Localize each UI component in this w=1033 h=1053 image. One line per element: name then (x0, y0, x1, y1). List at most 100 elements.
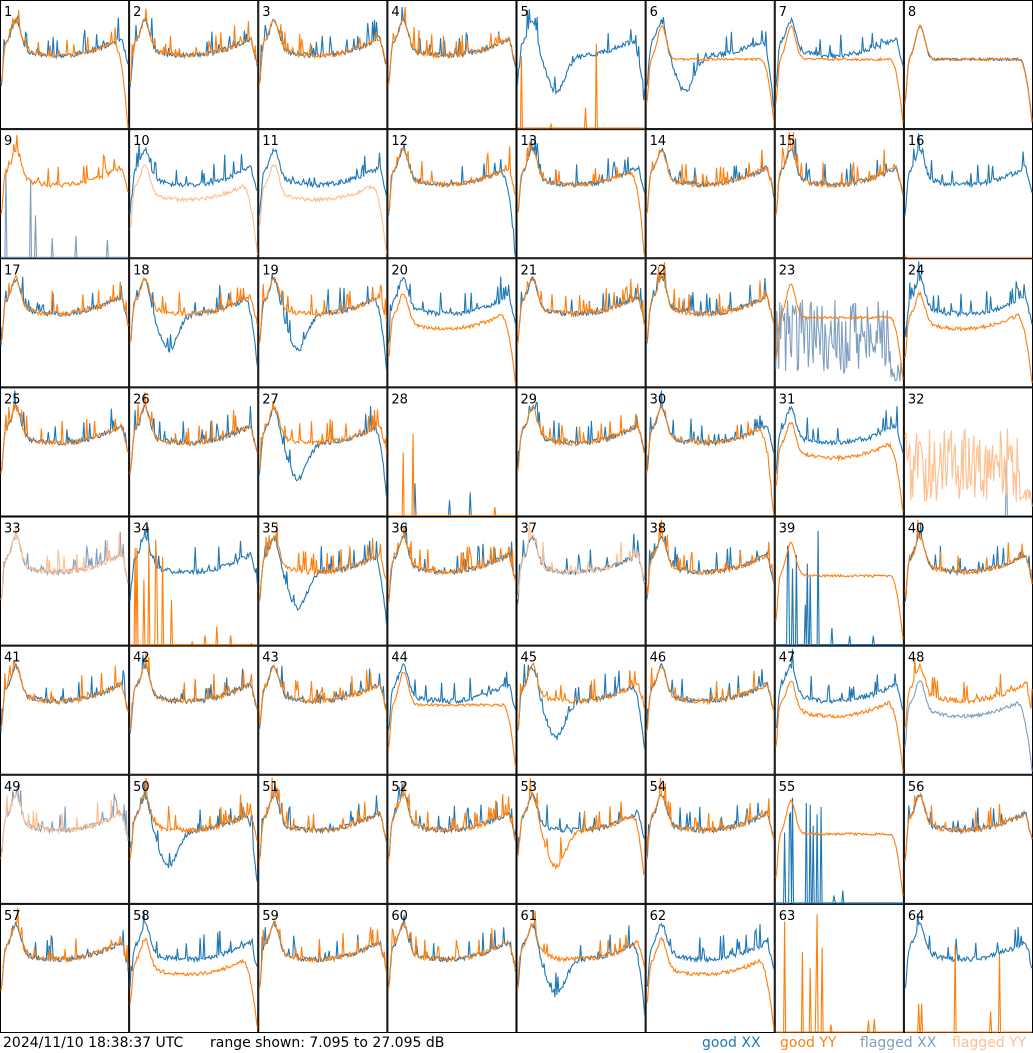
yy-line (129, 778, 258, 861)
tile-number: 56 (908, 780, 925, 795)
tile-number: 37 (521, 522, 538, 537)
tile-border (903, 258, 1033, 388)
xx-line (775, 648, 904, 729)
spectrum-tile-56: 56 (903, 774, 1033, 904)
yy-line (130, 539, 258, 646)
tile-border (516, 903, 646, 1033)
spectrum-tile-64: 64 (903, 903, 1033, 1033)
tile-border (129, 645, 259, 775)
spectrum-tile-50: 50 (129, 774, 259, 904)
yy-line (904, 944, 1032, 1033)
tile-number: 34 (133, 522, 150, 537)
tile-border (129, 0, 259, 130)
tile-number: 51 (262, 780, 279, 795)
spectrum-tile-60: 60 (387, 903, 517, 1033)
xx-line (516, 9, 646, 100)
yy-line (904, 254, 1032, 258)
xx-line (904, 459, 1032, 517)
tile-number: 44 (391, 651, 408, 666)
yy-line (646, 148, 775, 215)
yy-line (646, 777, 775, 859)
xx-line (904, 680, 1033, 772)
spectrum-tile-43: 43 (258, 645, 388, 775)
yy-line (129, 392, 258, 475)
yy-line (904, 791, 1033, 861)
tile-number: 13 (521, 134, 538, 149)
spectrum-tile-13: 13 (516, 129, 646, 259)
spectrum-tile-16: 16 (903, 129, 1033, 259)
spectrum-tile-47: 47 (774, 645, 904, 775)
yy-line (129, 937, 258, 1028)
xx-line (775, 16, 904, 88)
spectrum-tile-9: 9 (0, 129, 130, 259)
yy-line (129, 276, 258, 343)
spectrum-tile-34: 34 (129, 516, 259, 646)
tile-border (645, 129, 775, 259)
yy-line (258, 523, 387, 603)
spectrum-tile-53: 53 (516, 774, 646, 904)
tile-number: 7 (779, 5, 787, 20)
tile-border (129, 516, 259, 646)
yy-line (904, 24, 1033, 121)
yy-line (646, 936, 775, 1030)
yy-line (775, 914, 903, 1033)
tile-border (387, 903, 517, 1033)
tile-border (516, 0, 646, 130)
tile-number: 6 (650, 5, 658, 20)
tile-number: 38 (650, 522, 667, 537)
tile-number: 63 (779, 909, 796, 924)
tile-number: 47 (779, 651, 796, 666)
tile-border (387, 0, 517, 130)
tile-number: 42 (133, 651, 150, 666)
yy-line (516, 522, 646, 600)
tile-border (903, 516, 1033, 646)
xx-line (904, 261, 1033, 338)
spectrum-tile-26: 26 (129, 387, 259, 517)
yy-line (646, 262, 775, 342)
xx-line (775, 530, 903, 646)
tile-number: 46 (650, 651, 667, 666)
range-label: range shown: 7.095 to 27.095 dB (210, 1035, 445, 1051)
tile-number: 12 (391, 134, 408, 149)
tile-number: 9 (4, 134, 12, 149)
xx-line (258, 406, 387, 497)
tile-number: 5 (521, 5, 529, 20)
yy-line (387, 922, 517, 989)
spectrum-tile-32: 32 (903, 387, 1033, 517)
spectrum-tile-46: 46 (645, 645, 775, 775)
spectrum-tile-41: 41 (0, 645, 130, 775)
tile-border (387, 645, 517, 775)
tile-number: 39 (779, 522, 796, 537)
tile-border (129, 129, 259, 259)
tile-border (774, 129, 904, 259)
tile-number: 45 (521, 651, 538, 666)
tile-number: 30 (650, 392, 667, 407)
tile-number: 25 (4, 392, 21, 407)
tile-number: 43 (262, 651, 279, 666)
spectrum-tile-6: 6 (645, 0, 775, 130)
tile-number: 41 (4, 651, 21, 666)
footer-bar: 2024/11/10 18:38:37 UTC range shown: 7.0… (0, 1033, 1033, 1053)
xx-line (129, 143, 258, 215)
yy-line (0, 134, 129, 215)
yy-line (775, 541, 904, 639)
yy-line (258, 401, 387, 471)
tile-border (516, 258, 646, 388)
spectrum-tile-59: 59 (258, 903, 388, 1033)
yy-line (775, 24, 904, 123)
tile-border (774, 774, 904, 904)
yy-line (516, 139, 646, 258)
tile-number: 33 (4, 522, 21, 537)
xx-line (1, 173, 129, 258)
tile-border (258, 129, 388, 259)
legend-flagged-yy: flagged YY (952, 1035, 1027, 1051)
tile-number: 24 (908, 263, 925, 278)
yy-line (387, 6, 517, 86)
spectrum-tile-28: 28 (387, 387, 517, 517)
tile-border (903, 903, 1033, 1033)
yy-line (0, 274, 129, 342)
yy-line (775, 421, 904, 512)
xx-line (775, 299, 904, 382)
yy-line (775, 798, 904, 896)
tile-border (129, 258, 259, 388)
